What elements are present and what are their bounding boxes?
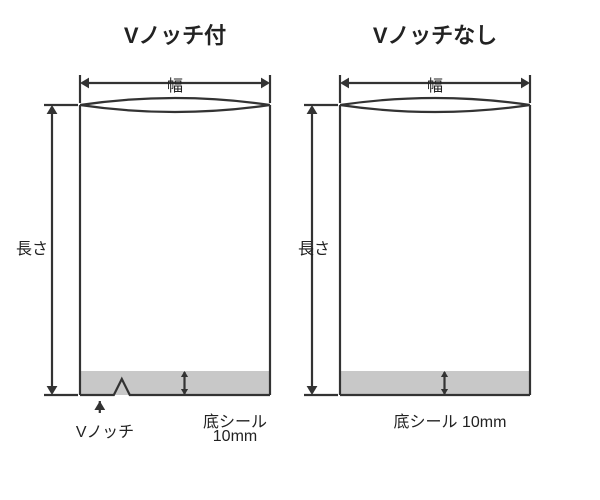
width-label-right: 幅 xyxy=(340,72,530,96)
notch-label: Vノッチ xyxy=(60,418,150,442)
width-label-left: 幅 xyxy=(80,72,270,96)
seal-label-right: 底シール 10mm xyxy=(355,408,545,432)
length-label-left: 長さ xyxy=(2,235,62,259)
length-label-right: 長さ xyxy=(284,235,344,259)
diagram-canvas: Vノッチ付 Vノッチなし 幅 幅 長さ 長さ Vノッチ 底シール 10mm 底シ… xyxy=(0,0,600,500)
seal-label-left-2: 10mm xyxy=(185,428,285,446)
